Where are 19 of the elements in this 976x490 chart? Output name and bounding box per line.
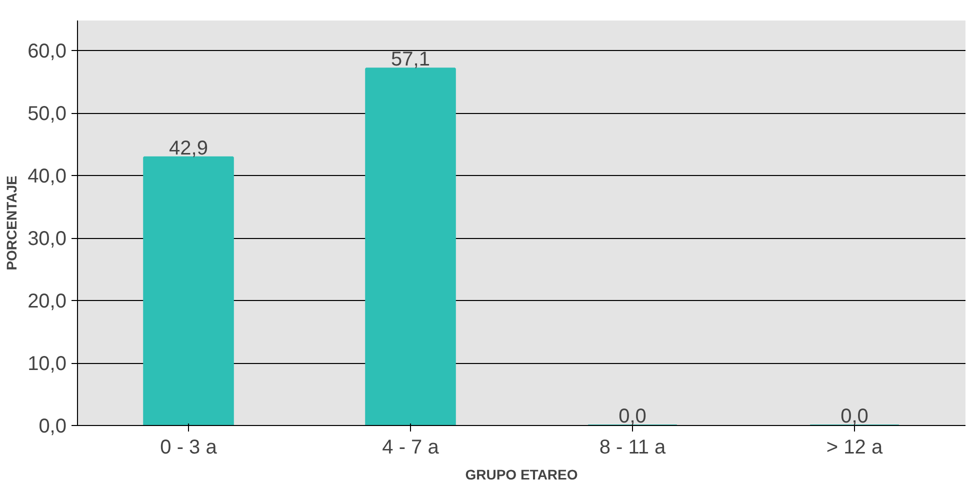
y-tick-label: 20,0 bbox=[28, 290, 67, 312]
y-tick-label: 50,0 bbox=[28, 103, 67, 125]
y-tick-label: 10,0 bbox=[28, 353, 67, 375]
y-tick-label: 40,0 bbox=[28, 166, 67, 188]
bar bbox=[143, 156, 234, 426]
x-tick-label: 8 - 11 a bbox=[599, 436, 667, 458]
y-tick-label: 60,0 bbox=[28, 40, 67, 62]
data-label: 42,9 bbox=[169, 137, 208, 160]
y-axis-title: PORCENTAJE bbox=[4, 176, 20, 270]
data-label: 0,0 bbox=[618, 406, 646, 428]
x-tick-label: 4 - 7 a bbox=[382, 436, 440, 458]
x-tick-label: 0 - 3 a bbox=[160, 436, 218, 458]
y-tick-label: 0,0 bbox=[38, 416, 67, 438]
bar bbox=[365, 68, 456, 426]
data-label: 0,0 bbox=[840, 406, 868, 428]
x-axis-title: GRUPO ETAREO bbox=[465, 466, 578, 482]
y-tick-label: 30,0 bbox=[28, 228, 67, 250]
data-label: 57,1 bbox=[391, 48, 430, 71]
x-tick-label: > 12 a bbox=[826, 436, 884, 458]
